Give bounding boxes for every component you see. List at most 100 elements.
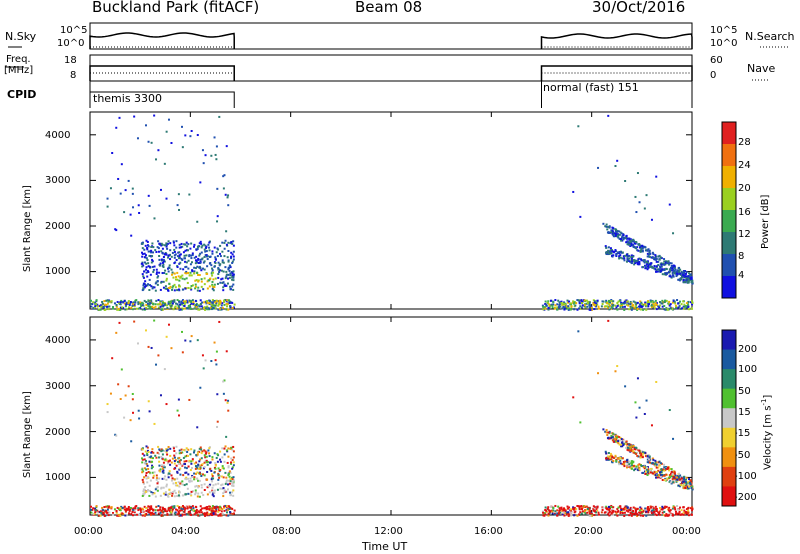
- power-echo-sparse: [129, 213, 132, 216]
- velocity-echo: [190, 508, 193, 511]
- power-echo: [661, 299, 664, 302]
- power-echo-sparse: [202, 162, 205, 165]
- power-cb-tick-4: 4: [738, 270, 745, 281]
- velocity-echo: [663, 463, 666, 466]
- power-colorbar-segment: [722, 254, 736, 277]
- velocity-echo: [658, 460, 661, 463]
- velocity-echo: [178, 468, 181, 471]
- power-echo: [610, 229, 613, 232]
- velocity-echo: [179, 473, 182, 476]
- velocity-echo: [606, 508, 609, 511]
- velocity-echo: [632, 510, 635, 513]
- power-echo: [161, 252, 164, 255]
- velocity-echo-sparse: [614, 370, 617, 373]
- power-echo: [621, 306, 624, 309]
- velocity-echo: [560, 506, 563, 509]
- velocity-echo: [548, 509, 551, 512]
- power-echo: [638, 262, 641, 265]
- velocity-echo: [612, 440, 615, 443]
- power-echo: [622, 234, 625, 237]
- power-echo-sparse: [655, 175, 658, 178]
- power-echo: [154, 249, 157, 252]
- power-echo: [650, 304, 653, 307]
- power-echo: [177, 304, 180, 307]
- velocity-echo: [229, 480, 232, 483]
- velocity-echo: [542, 511, 545, 514]
- power-echo: [201, 267, 204, 270]
- power-echo: [670, 276, 673, 279]
- velocity-echo: [226, 509, 229, 512]
- power-echo: [178, 262, 181, 265]
- velocity-echo: [217, 478, 220, 481]
- cpid-bracket-1: [541, 80, 693, 108]
- velocity-echo: [173, 478, 176, 481]
- power-echo: [656, 268, 659, 271]
- velocity-echo: [602, 506, 605, 509]
- power-echo: [546, 301, 549, 304]
- velocity-echo: [623, 462, 626, 465]
- velocity-echo: [645, 510, 648, 513]
- power-echo: [617, 234, 620, 237]
- velocity-echo: [654, 462, 657, 465]
- velocity-echo: [128, 509, 131, 512]
- velocity-echo: [609, 456, 612, 459]
- velocity-echo: [147, 456, 150, 459]
- power-echo: [593, 308, 596, 311]
- velocity-echo: [148, 484, 151, 487]
- velocity-echo-sparse: [178, 414, 181, 417]
- velocity-echo: [210, 509, 213, 512]
- power-echo: [209, 255, 212, 258]
- power-echo: [630, 254, 633, 257]
- power-echo: [184, 301, 187, 304]
- power-cb-tick-20: 20: [738, 183, 751, 194]
- velocity-echo: [137, 507, 140, 510]
- power-echo: [675, 275, 678, 278]
- velocity-echo: [95, 509, 98, 512]
- velocity-echo: [633, 447, 636, 450]
- power-echo: [145, 303, 148, 306]
- velocity-echo-sparse: [216, 420, 219, 423]
- power-echo: [611, 303, 614, 306]
- velocity-echo: [546, 507, 549, 510]
- power-echo: [112, 307, 115, 310]
- velocity-echo: [165, 459, 168, 462]
- velocity-echo: [148, 494, 151, 497]
- velocity-echo: [676, 475, 679, 478]
- power-echo: [99, 304, 102, 307]
- power-echo: [172, 240, 175, 243]
- power-echo: [544, 300, 547, 303]
- power-echo: [143, 261, 146, 264]
- power-echo: [219, 281, 222, 284]
- freq-tick-bottom: 8: [70, 70, 77, 81]
- velocity-echo: [623, 514, 626, 517]
- velocity-echo: [667, 514, 670, 517]
- power-echo-sparse: [159, 188, 162, 191]
- velocity-echo: [619, 459, 622, 462]
- velocity-echo: [611, 455, 614, 458]
- velocity-echo: [635, 465, 638, 468]
- velocity-echo: [160, 514, 163, 517]
- power-echo: [625, 237, 628, 240]
- velocity-echo: [178, 491, 181, 494]
- power-echo: [615, 230, 618, 233]
- power-echo: [190, 300, 193, 303]
- power-echo: [232, 258, 235, 261]
- velocity-echo: [627, 464, 630, 467]
- velocity-echo: [184, 477, 187, 480]
- power-echo: [172, 308, 175, 311]
- power-echo: [646, 255, 649, 258]
- power-echo: [682, 270, 685, 273]
- power-echo: [549, 299, 552, 302]
- power-echo: [611, 250, 614, 253]
- power-echo: [231, 253, 234, 256]
- velocity-echo: [148, 509, 151, 512]
- velocity-echo: [691, 506, 694, 509]
- power-echo: [666, 308, 669, 311]
- power-echo: [160, 281, 163, 284]
- power-echo: [614, 232, 617, 235]
- power-echo: [570, 305, 573, 308]
- power-echo: [610, 306, 613, 309]
- power-echo: [191, 299, 194, 302]
- power-echo: [567, 305, 570, 308]
- velocity-echo: [201, 463, 204, 466]
